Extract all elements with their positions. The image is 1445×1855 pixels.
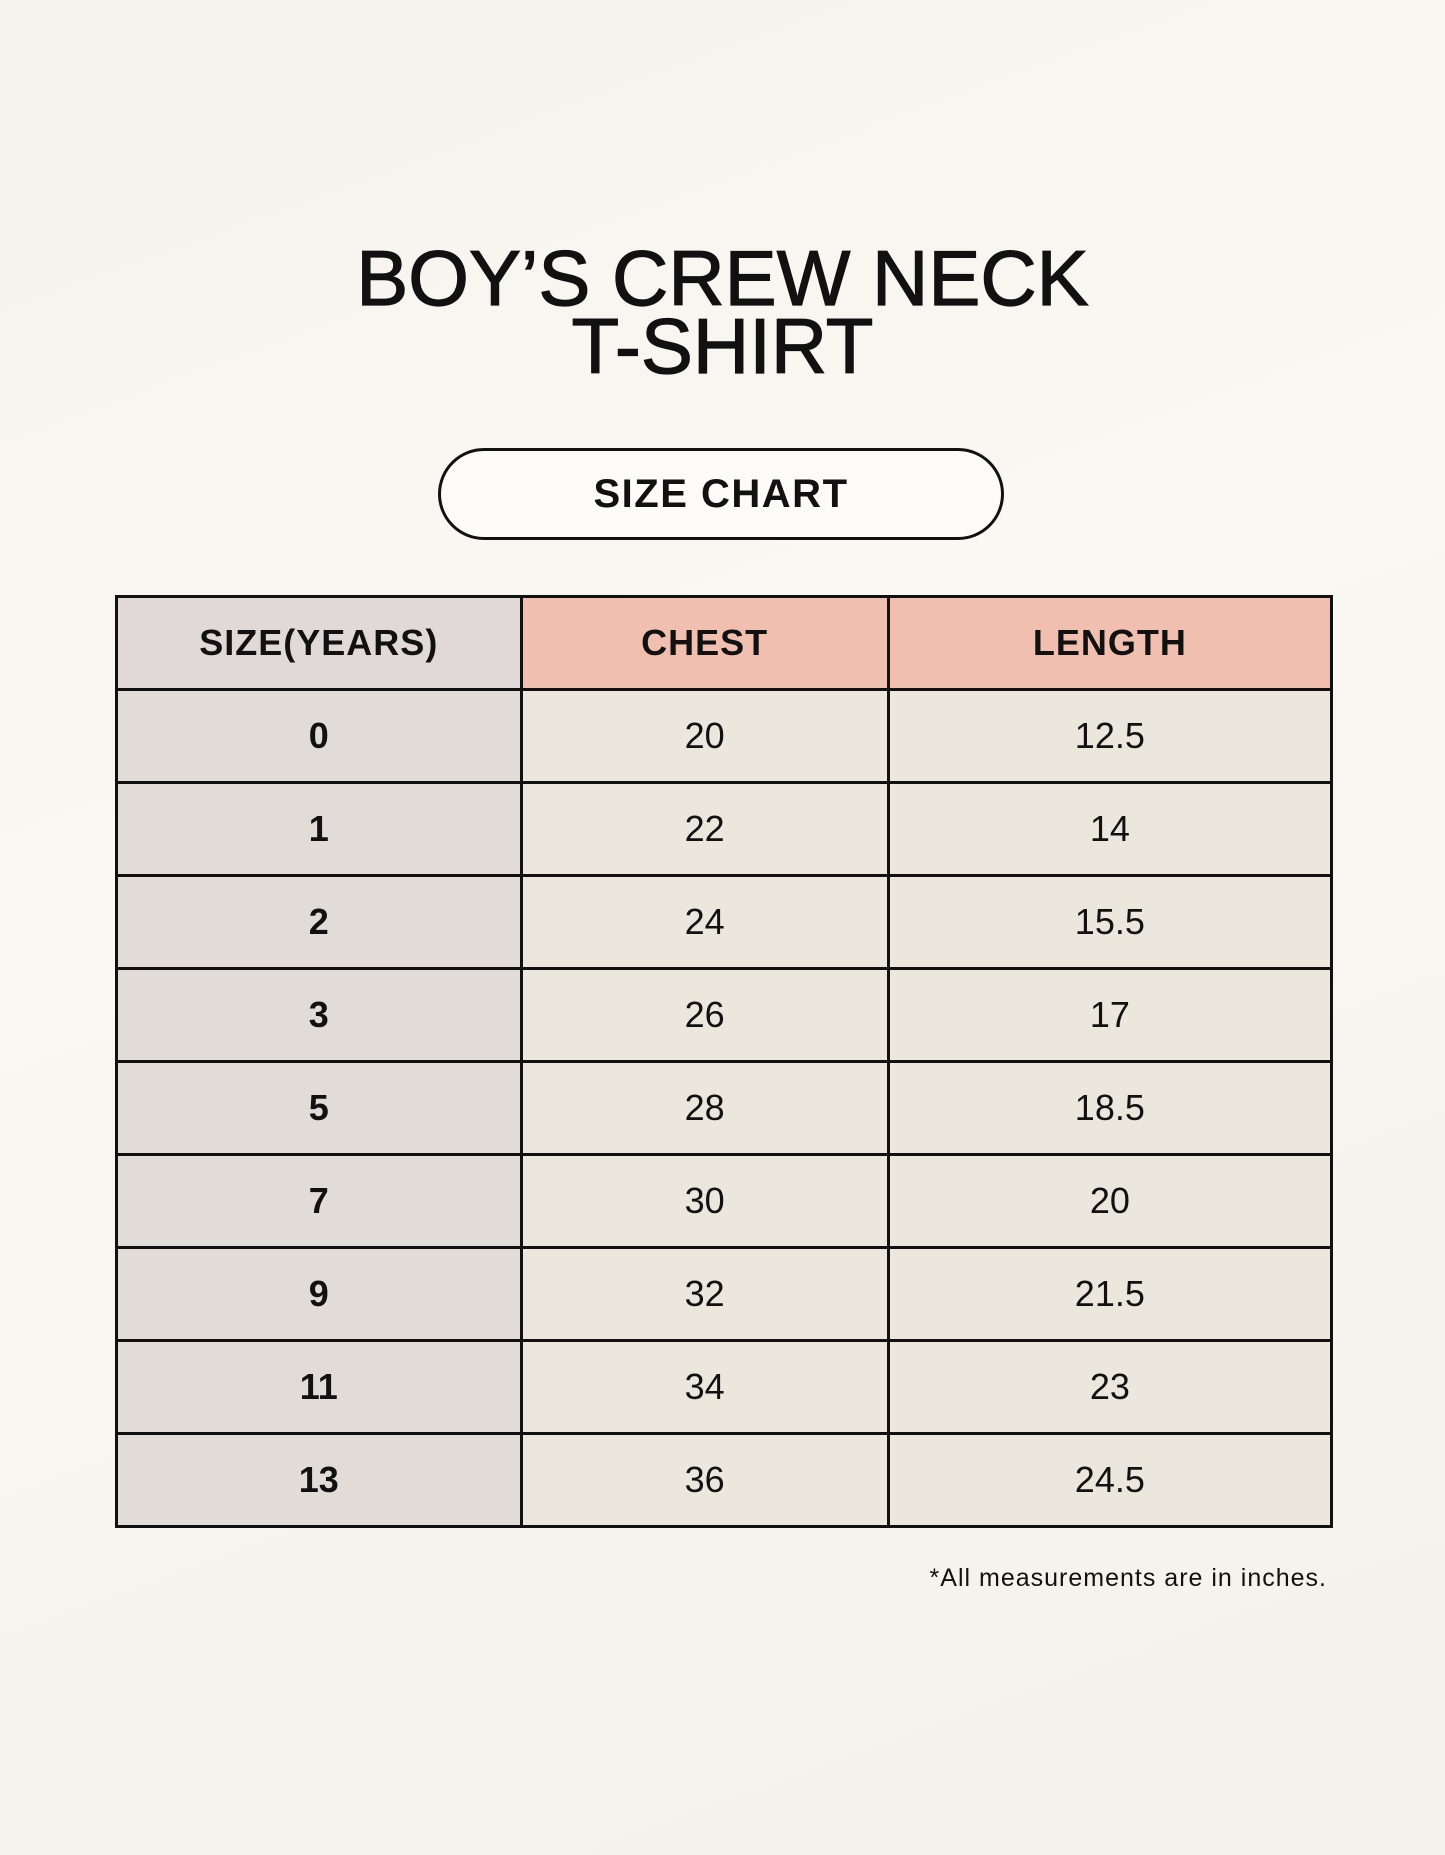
table-row: 11 34 23: [115, 1339, 1334, 1435]
title-line-2: T-SHIRT: [571, 302, 874, 390]
size-table: SIZE(YEARS) CHEST LENGTH 0 20 12.5 1 22 14 2 24…: [115, 595, 1334, 1528]
length-cell: 14: [886, 781, 1334, 877]
chest-cell: 28: [519, 1060, 890, 1156]
table-row: 1 22 14: [115, 781, 1334, 877]
chest-cell: 20: [519, 688, 890, 784]
chest-cell: 24: [519, 874, 890, 970]
table-row: 5 28 18.5: [115, 1060, 1334, 1156]
table-row: 9 32 21.5: [115, 1246, 1334, 1342]
chest-cell: 22: [519, 781, 890, 877]
length-cell: 17: [886, 967, 1334, 1063]
size-cell: 5: [115, 1060, 523, 1156]
length-cell: 20: [886, 1153, 1334, 1249]
size-cell: 2: [115, 874, 523, 970]
table-header-row: SIZE(YEARS) CHEST LENGTH: [115, 595, 1334, 691]
size-cell: 7: [115, 1153, 523, 1249]
table-row: 13 36 24.5: [115, 1432, 1334, 1528]
footnote: *All measurements are in inches.: [929, 1564, 1327, 1592]
length-cell: 24.5: [886, 1432, 1334, 1528]
chest-cell: 36: [519, 1432, 890, 1528]
size-cell: 13: [115, 1432, 523, 1528]
size-cell: 0: [115, 688, 523, 784]
table-row: 2 24 15.5: [115, 874, 1334, 970]
length-cell: 12.5: [886, 688, 1334, 784]
size-cell: 11: [115, 1339, 523, 1435]
size-cell: 1: [115, 781, 523, 877]
chest-cell: 34: [519, 1339, 890, 1435]
header-length: LENGTH: [886, 595, 1334, 691]
size-cell: 3: [115, 967, 523, 1063]
chest-cell: 26: [519, 967, 890, 1063]
length-cell: 23: [886, 1339, 1334, 1435]
table-row: 7 30 20: [115, 1153, 1334, 1249]
table-row: 3 26 17: [115, 967, 1334, 1063]
size-cell: 9: [115, 1246, 523, 1342]
size-chart-badge: SIZE CHART: [438, 448, 1004, 540]
length-cell: 15.5: [886, 874, 1334, 970]
header-chest: CHEST: [519, 595, 890, 691]
header-size: SIZE(YEARS): [115, 595, 523, 691]
chest-cell: 30: [519, 1153, 890, 1249]
length-cell: 18.5: [886, 1060, 1334, 1156]
title-line-1: BOY’S CREW NECK: [356, 234, 1090, 322]
length-cell: 21.5: [886, 1246, 1334, 1342]
chest-cell: 32: [519, 1246, 890, 1342]
table-row: 0 20 12.5: [115, 688, 1334, 784]
page-title: BOY’S CREW NECK T-SHIRT: [0, 234, 1445, 390]
